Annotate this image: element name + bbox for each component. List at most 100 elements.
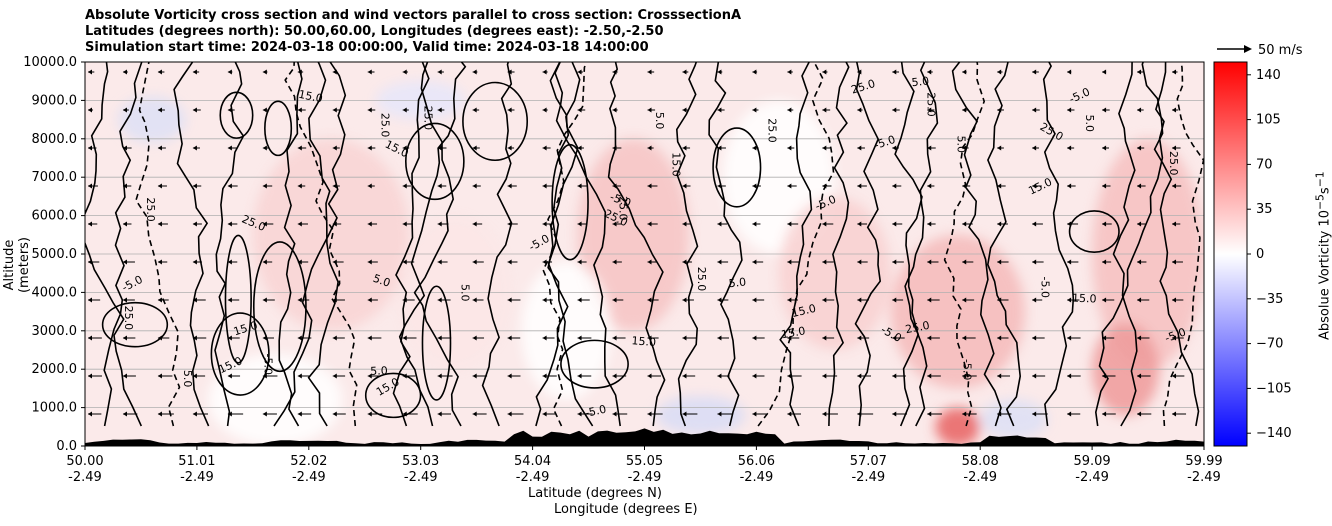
wind-vector <box>682 221 691 227</box>
wind-vector <box>262 259 273 265</box>
wind-vector <box>1032 259 1044 265</box>
contour-line <box>607 62 666 427</box>
wind-vector <box>647 107 656 113</box>
wind-vector <box>612 221 622 227</box>
wind-vector <box>542 221 553 227</box>
wind-vector <box>647 259 657 265</box>
colorbar-label-exp2: −1 <box>1313 171 1327 188</box>
x-axis: 50.00-2.4951.01-2.4952.02-2.4953.03-2.49… <box>66 446 1223 485</box>
wind-vector <box>857 69 862 75</box>
wind-vector <box>367 145 376 151</box>
wind-vector <box>717 107 725 113</box>
wind-vector <box>717 335 729 341</box>
y-tick-label: 4000.0 <box>32 285 78 300</box>
wind-vector <box>892 297 904 303</box>
wind-vector <box>542 259 553 265</box>
shading-blob <box>252 138 410 331</box>
y-tick-label: 2000.0 <box>32 362 78 377</box>
wind-vector <box>892 411 908 417</box>
wind-vector <box>577 69 583 75</box>
wind-vector <box>822 107 831 113</box>
contour-label: 15.0 <box>670 152 683 177</box>
wind-vector <box>577 411 593 417</box>
wind-vector <box>1032 145 1039 151</box>
contour-loop <box>252 241 307 373</box>
wind-vector <box>612 183 621 189</box>
wind-vector <box>227 411 244 417</box>
x-tick-label-lon: -2.49 <box>404 470 438 485</box>
shading-blob <box>577 138 690 331</box>
colorbar-tick-label: −140 <box>1256 426 1292 441</box>
wind-vector <box>157 259 168 265</box>
contour-line <box>173 62 210 427</box>
wind-vector <box>1172 183 1182 189</box>
contour-loop <box>264 100 293 157</box>
wind-vector <box>682 69 689 75</box>
wind-vector <box>682 297 694 303</box>
wind-vector <box>402 335 417 341</box>
wind-vector <box>752 183 761 189</box>
x-tick-label-lon: -2.49 <box>1075 470 1109 485</box>
wind-vector <box>752 411 767 417</box>
contour-label: 5.0 <box>181 370 194 388</box>
y-tick-label: 8000.0 <box>32 132 78 147</box>
wind-vector <box>822 297 835 303</box>
wind-vector <box>262 107 269 113</box>
wind-vector <box>1102 335 1115 341</box>
wind-vector <box>647 69 655 75</box>
wind-vector <box>122 221 132 227</box>
reference-vector-head <box>1244 45 1252 53</box>
wind-vector <box>262 411 277 417</box>
wind-vector <box>647 183 658 189</box>
wind-vector <box>157 145 166 151</box>
contour-line <box>854 62 882 427</box>
contour-loop <box>462 81 529 162</box>
wind-vector <box>962 259 974 265</box>
wind-vector <box>857 221 868 227</box>
wind-vector <box>822 183 832 189</box>
contour-line <box>398 62 467 427</box>
wind-vector <box>437 107 445 113</box>
terrain <box>85 428 1204 446</box>
contour-label: 15.0 <box>297 88 324 106</box>
wind-vector <box>1032 183 1042 189</box>
wind-vector <box>122 183 132 189</box>
wind-vector <box>1137 107 1144 113</box>
wind-vector <box>717 297 729 303</box>
wind-vector <box>472 411 487 417</box>
wind-vector <box>507 107 515 113</box>
contour-label: 25.0 <box>617 196 630 221</box>
wind-vector <box>822 69 828 75</box>
wind-vector <box>857 145 865 151</box>
wind-vector <box>927 69 933 75</box>
wind-vector <box>927 145 936 151</box>
contour-label: 5.0 <box>728 275 747 290</box>
wind-vector <box>822 221 834 227</box>
contour-line <box>542 62 588 427</box>
wind-vector <box>612 373 627 379</box>
wind-vector <box>682 373 696 379</box>
wind-vector <box>367 335 382 341</box>
wind-vector <box>787 183 797 189</box>
wind-vector <box>122 145 132 151</box>
wind-vector <box>227 221 238 227</box>
shading-blob <box>935 407 981 446</box>
wind-vector <box>262 335 274 341</box>
x-axis-label-latitude: Latitude (degrees N) <box>528 486 662 501</box>
wind-vector <box>612 335 626 341</box>
wind-vector <box>892 259 904 265</box>
colorbar <box>1213 61 1248 447</box>
plot-area: -5.0 25.0 -5.0 15.0 -5.0 15.0 15.0 -5.0 5.0 25.0 5… <box>85 62 1204 446</box>
wind-vector <box>1137 373 1151 379</box>
contour-loop <box>364 372 422 419</box>
contour-label: 5.0 <box>1083 114 1096 132</box>
contour-label: 15.0 <box>631 334 656 349</box>
x-tick-label-lon: -2.49 <box>963 470 997 485</box>
title-line-2: Latitudes (degrees north): 50.00,60.00, … <box>85 24 664 39</box>
wind-vector <box>157 183 167 189</box>
wind-vector <box>892 221 903 227</box>
wind-vector <box>1137 183 1146 189</box>
y-tick-label: 0.0 <box>56 439 77 454</box>
wind-vector <box>88 183 98 189</box>
wind-vector <box>367 107 376 113</box>
